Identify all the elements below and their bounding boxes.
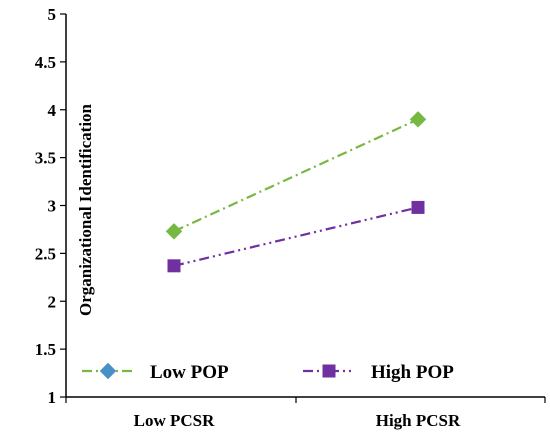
y-tick-label: 1 <box>48 388 57 407</box>
y-tick-label: 1.5 <box>35 340 56 359</box>
series-line <box>173 206 419 267</box>
data-point <box>165 223 183 240</box>
y-tick-label: 3 <box>48 197 57 216</box>
data-point <box>411 200 425 214</box>
y-tick-label: 2 <box>48 292 57 311</box>
series-line <box>173 118 419 233</box>
x-axis-ticks: Low PCSR High PCSR <box>65 397 546 430</box>
y-axis-ticks: 1 1.5 2 2.5 3 3.5 4 4.5 5 <box>35 5 66 407</box>
legend-item: High POP <box>303 362 454 383</box>
series-low-pop <box>165 111 427 240</box>
legend: Low POP High POP <box>82 362 454 383</box>
legend-label: High POP <box>371 362 454 383</box>
x-tick-label: High PCSR <box>376 411 461 430</box>
legend-marker <box>322 364 336 378</box>
data-point <box>167 259 181 273</box>
legend-marker <box>99 362 117 380</box>
y-tick-label: 5 <box>48 5 57 24</box>
y-tick-label: 4.5 <box>35 53 56 72</box>
legend-label: Low POP <box>150 362 229 383</box>
series-high-pop <box>167 200 425 273</box>
series-layer <box>165 111 427 273</box>
legend-item: Low POP <box>82 362 229 383</box>
x-tick-label: Low PCSR <box>134 411 215 430</box>
y-tick-label: 3.5 <box>35 149 56 168</box>
y-tick-label: 2.5 <box>35 244 56 263</box>
y-axis-title: Organizational Identification <box>76 103 95 316</box>
y-tick-label: 4 <box>48 101 57 120</box>
data-point <box>409 111 427 128</box>
